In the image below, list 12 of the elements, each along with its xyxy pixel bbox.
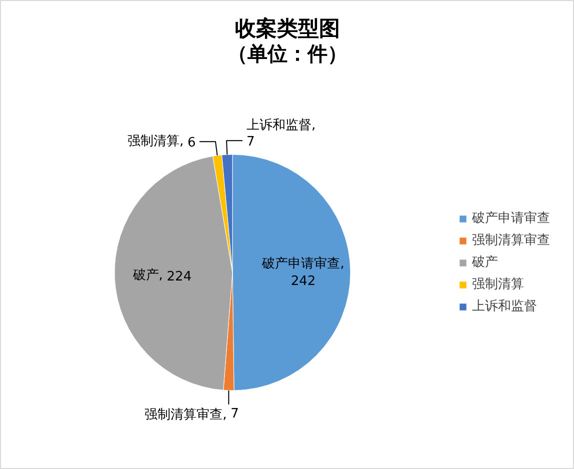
- legend-label: 强制清算: [472, 276, 524, 293]
- data-label: 强制清算审查, 7: [144, 406, 239, 422]
- data-label: 强制清算, 6: [127, 134, 196, 151]
- data-label: 破产, 224: [132, 268, 192, 285]
- chart-subtitle: （单位：件）: [228, 42, 348, 66]
- data-label: 破产申请审查, 242: [261, 256, 344, 290]
- chart-title: 收案类型图: [235, 16, 340, 40]
- legend-label: 破产: [472, 254, 498, 271]
- legend-label: 破产申请审查: [472, 210, 550, 227]
- legend-label: 上诉和监督: [472, 298, 537, 315]
- legend-label: 强制清算审查: [472, 232, 550, 249]
- data-label: 上诉和监督, 7: [246, 118, 316, 150]
